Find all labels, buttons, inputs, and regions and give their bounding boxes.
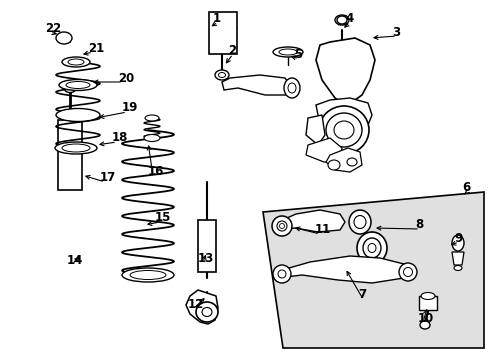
Polygon shape (278, 256, 407, 283)
Polygon shape (222, 75, 291, 95)
Ellipse shape (279, 224, 284, 229)
Ellipse shape (453, 265, 461, 270)
Text: 4: 4 (345, 12, 352, 24)
Bar (198, 220, 216, 272)
Text: 11: 11 (314, 224, 330, 237)
Ellipse shape (333, 121, 353, 139)
Text: 10: 10 (417, 311, 433, 324)
Polygon shape (278, 210, 345, 232)
Ellipse shape (215, 70, 228, 80)
Ellipse shape (325, 113, 361, 147)
Text: 9: 9 (453, 231, 461, 244)
Ellipse shape (122, 268, 174, 282)
Polygon shape (325, 148, 361, 172)
Ellipse shape (367, 243, 375, 252)
Bar (58, 120, 82, 190)
Polygon shape (315, 98, 371, 135)
Ellipse shape (56, 108, 100, 121)
Ellipse shape (362, 238, 380, 258)
Ellipse shape (56, 32, 72, 44)
Text: 17: 17 (100, 171, 116, 184)
Ellipse shape (284, 78, 299, 98)
Polygon shape (263, 192, 483, 348)
Ellipse shape (336, 16, 346, 24)
Ellipse shape (143, 135, 160, 141)
Text: 8: 8 (414, 219, 423, 231)
Ellipse shape (218, 72, 225, 77)
Text: 1: 1 (213, 12, 221, 24)
Ellipse shape (202, 307, 212, 316)
Text: 21: 21 (88, 41, 104, 54)
Ellipse shape (398, 263, 416, 281)
Ellipse shape (145, 115, 159, 121)
Ellipse shape (348, 210, 370, 234)
Ellipse shape (318, 106, 368, 154)
Bar (418, 296, 436, 310)
Ellipse shape (278, 270, 285, 278)
Ellipse shape (59, 80, 97, 90)
Text: 2: 2 (227, 44, 236, 57)
Ellipse shape (334, 15, 348, 25)
Text: 13: 13 (198, 252, 214, 265)
Ellipse shape (420, 292, 434, 300)
Ellipse shape (419, 321, 429, 329)
Ellipse shape (327, 160, 339, 170)
Polygon shape (315, 38, 374, 105)
Text: 14: 14 (67, 253, 83, 266)
Text: 20: 20 (118, 72, 134, 85)
Text: 16: 16 (148, 166, 164, 179)
Polygon shape (185, 290, 218, 324)
Text: 5: 5 (293, 49, 302, 62)
Ellipse shape (62, 144, 90, 152)
Ellipse shape (346, 158, 356, 166)
Ellipse shape (279, 49, 296, 55)
Text: 18: 18 (112, 131, 128, 144)
Text: 3: 3 (391, 26, 399, 39)
Polygon shape (305, 138, 341, 162)
Text: 19: 19 (122, 102, 138, 114)
Ellipse shape (68, 59, 84, 65)
Ellipse shape (196, 302, 218, 322)
Ellipse shape (55, 142, 97, 154)
Ellipse shape (287, 83, 295, 93)
Ellipse shape (271, 216, 291, 236)
Ellipse shape (65, 87, 75, 93)
Text: 12: 12 (187, 298, 204, 311)
Text: 6: 6 (461, 181, 469, 194)
Ellipse shape (272, 47, 303, 57)
Ellipse shape (353, 216, 365, 229)
Text: 7: 7 (357, 288, 366, 301)
Text: 22: 22 (45, 22, 61, 35)
Polygon shape (305, 115, 325, 145)
Ellipse shape (62, 57, 90, 67)
Bar (208, 12, 237, 54)
Ellipse shape (130, 270, 165, 279)
Ellipse shape (276, 221, 286, 231)
Ellipse shape (356, 232, 386, 264)
Polygon shape (451, 252, 463, 265)
Ellipse shape (272, 265, 290, 283)
Ellipse shape (451, 235, 463, 251)
Text: 15: 15 (155, 211, 171, 225)
Ellipse shape (403, 267, 412, 276)
Ellipse shape (66, 81, 90, 89)
